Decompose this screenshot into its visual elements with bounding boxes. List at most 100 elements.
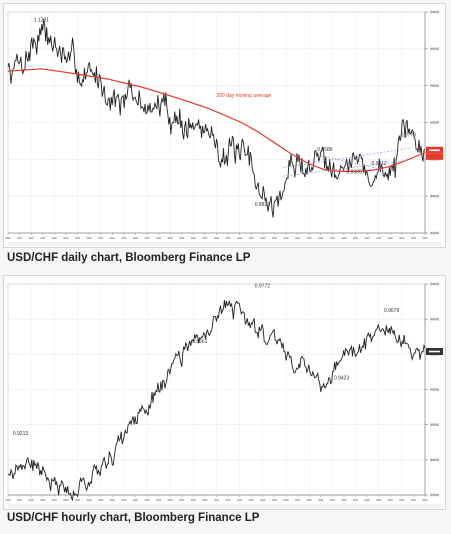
footer-bar	[8, 504, 441, 508]
x-tick-label-placeholder	[353, 499, 358, 501]
x-tick-label-placeholder	[318, 237, 324, 239]
x-tick-label-placeholder	[341, 237, 347, 239]
x-tick-label-placeholder	[75, 499, 80, 501]
y-tick-label-placeholder	[430, 388, 439, 391]
daily-chart-frame: 1.1231 0.9586 0.9773 0.9305 0.9412 0.8893 200 …	[3, 3, 446, 248]
x-tick-label-placeholder	[387, 237, 393, 239]
x-tick-label-placeholder	[271, 237, 277, 239]
x-tick-label-placeholder	[202, 237, 208, 239]
last-price-tag-text-placeholder	[429, 350, 440, 353]
x-tick-label-placeholder	[410, 237, 416, 239]
x-tick-label-placeholder	[109, 499, 115, 501]
y-tick-label-placeholder	[430, 282, 439, 286]
x-tick-label-placeholder	[295, 499, 301, 501]
y-tick-label-placeholder	[430, 121, 439, 124]
x-tick-label-placeholder	[98, 499, 104, 501]
grid	[7, 283, 426, 496]
x-tick-label-placeholder	[306, 499, 312, 501]
x-tick-label-placeholder	[40, 499, 46, 501]
x-tick-label-placeholder	[376, 237, 382, 239]
trendline-upper	[283, 147, 413, 168]
x-tick-label-placeholder	[260, 237, 266, 239]
hourly-chart-panel: 0.9213 0.9561 0.9772 0.9423 0.9679 USD/CHF h…	[0, 272, 451, 534]
x-tick-label-placeholder	[260, 499, 266, 501]
moving-average-tag	[426, 153, 443, 160]
x-tick-label-placeholder	[28, 499, 34, 501]
trendline-lower	[283, 160, 409, 177]
x-tick-label-placeholder	[364, 499, 370, 501]
x-tick-label-placeholder	[5, 499, 11, 501]
y-tick-label-placeholder	[430, 10, 439, 14]
last-price-tag-text-placeholder	[429, 149, 440, 152]
x-tick-label-placeholder	[63, 237, 69, 239]
x-tick-label-placeholder	[190, 237, 196, 239]
moving-average-line	[7, 68, 426, 172]
x-tick-label-placeholder	[86, 237, 92, 239]
x-tick-label-placeholder	[179, 499, 185, 501]
hourly-chart-frame: 0.9213 0.9561 0.9772 0.9423 0.9679	[3, 275, 446, 510]
x-tick-label-placeholder	[410, 499, 416, 501]
x-tick-label-placeholder	[271, 499, 277, 501]
x-tick-label-placeholder	[422, 499, 428, 501]
footer-bar	[8, 242, 441, 246]
y-tick-label-placeholder	[430, 493, 439, 497]
x-tick-label-placeholder	[376, 499, 382, 501]
x-tick-label-placeholder	[248, 499, 254, 501]
x-tick-label-placeholder	[51, 237, 57, 239]
x-tick-label-placeholder	[75, 237, 80, 239]
x-tick-label-placeholder	[237, 499, 243, 501]
y-tick-label-placeholder	[430, 231, 439, 235]
daily-chart-caption: USD/CHF daily chart, Bloomberg Finance L…	[7, 252, 251, 264]
x-tick-label-placeholder	[167, 237, 173, 239]
x-tick-label-placeholder	[179, 237, 185, 239]
x-tick-label-placeholder	[121, 237, 127, 239]
x-tick-label-placeholder	[63, 499, 69, 501]
x-tick-label-placeholder	[144, 237, 150, 239]
trendline-down	[320, 155, 384, 171]
y-tick-label-placeholder	[430, 423, 439, 426]
price-annotation: 0.8893	[255, 202, 271, 208]
hourly-chart-caption: USD/CHF hourly chart, Bloomberg Finance …	[7, 512, 260, 524]
x-tick-label-placeholder	[121, 499, 127, 501]
price-annotation: 1.1231	[34, 17, 50, 23]
x-tick-label-placeholder	[399, 237, 405, 239]
x-tick-label-placeholder	[422, 237, 428, 239]
x-tick-label-placeholder	[132, 499, 138, 501]
y-tick-label-placeholder	[430, 317, 439, 321]
x-tick-label-placeholder	[144, 499, 150, 501]
price-annotation: 0.9213	[13, 431, 29, 437]
grid	[7, 11, 426, 234]
price-annotation: 0.9423	[334, 375, 350, 381]
x-tick-label-placeholder	[51, 499, 57, 501]
x-tick-label-placeholder	[167, 499, 173, 501]
price-annotation: 0.9561	[192, 339, 208, 345]
x-tick-label-placeholder	[86, 499, 92, 501]
price-annotation: 0.9412	[371, 161, 387, 167]
x-tick-label-placeholder	[329, 237, 335, 239]
x-tick-label-placeholder	[225, 499, 231, 501]
price-series-line	[7, 299, 426, 501]
price-annotation: 0.9773	[401, 132, 417, 138]
x-tick-label-placeholder	[132, 237, 138, 239]
x-tick-label-placeholder	[387, 499, 393, 501]
x-tick-label-placeholder	[202, 499, 208, 501]
x-tick-label-placeholder	[109, 237, 115, 239]
y-tick-label-placeholder	[430, 84, 439, 87]
x-tick-label-placeholder	[329, 499, 335, 501]
x-tick-label-placeholder	[306, 237, 312, 239]
x-tick-label-placeholder	[5, 237, 11, 239]
price-annotation: 0.9586	[317, 147, 333, 153]
price-annotation: 0.9772	[255, 283, 271, 289]
x-tick-label-placeholder	[248, 237, 254, 239]
x-tick-label-placeholder	[341, 499, 347, 501]
x-tick-label-placeholder	[225, 237, 231, 239]
x-tick-label-placeholder	[40, 237, 46, 239]
x-tick-label-placeholder	[283, 237, 289, 239]
price-series-line	[7, 18, 426, 218]
x-tick-label-placeholder	[353, 237, 358, 239]
daily-chart-panel: 1.1231 0.9586 0.9773 0.9305 0.9412 0.8893 200 …	[3, 3, 446, 264]
x-tick-label-placeholder	[214, 499, 219, 501]
x-tick-label-placeholder	[156, 499, 162, 501]
price-annotation: 0.9679	[384, 308, 400, 314]
x-tick-label-placeholder	[399, 499, 405, 501]
